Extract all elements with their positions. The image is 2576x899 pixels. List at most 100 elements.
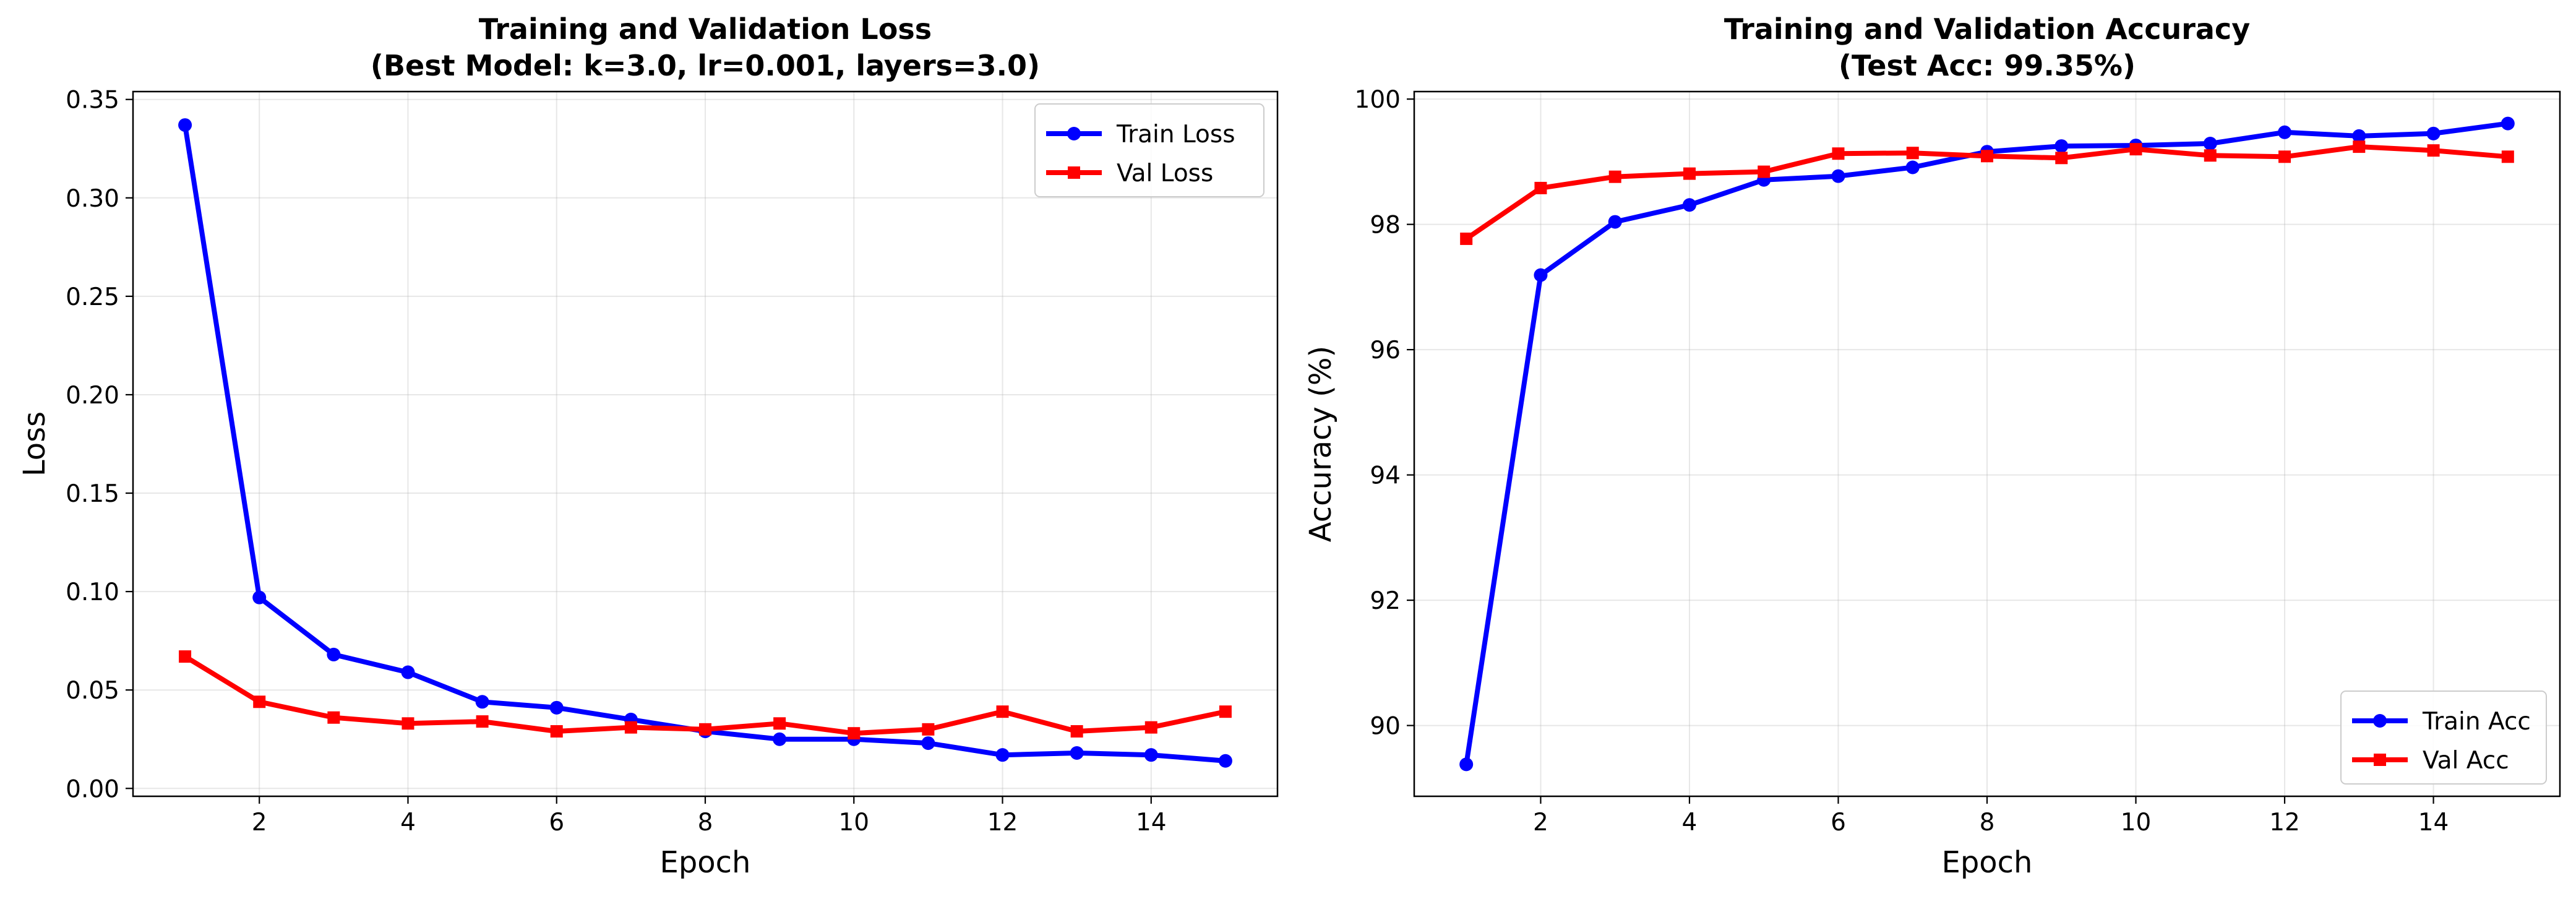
x-tick-label: 2 (252, 809, 267, 837)
data-point (2203, 137, 2217, 151)
chart-panel-2: 2 4 6 8 10 12 14 90 92 94 96 98 100 Training and Vali… (1303, 12, 2561, 880)
y-tick-label: 0.05 (66, 677, 119, 705)
x-tick-label: 10 (838, 809, 869, 837)
y-tick-label: 0.35 (66, 87, 119, 114)
data-point (2055, 152, 2068, 165)
data-point (2353, 140, 2366, 153)
data-point (921, 736, 935, 751)
data-point (401, 717, 414, 730)
data-point (253, 695, 266, 708)
data-point (1683, 167, 1696, 180)
y-tick-label: 0.15 (66, 480, 119, 508)
data-point (476, 715, 489, 728)
x-tick-label: 14 (2418, 809, 2449, 837)
legend: Train Acc Val Acc (2340, 690, 2547, 785)
x-tick-label: 10 (2121, 809, 2152, 837)
data-point (1144, 748, 1158, 762)
data-point (1831, 169, 1845, 183)
chart-panel-1: 2 4 6 8 10 12 14 0.00 0.05 0.10 0.15 0.20 0.25 0.30 0.… (17, 12, 1279, 880)
y-tick-label: 0.20 (66, 382, 119, 410)
y-axis-label: Accuracy (%) (1303, 346, 1338, 542)
data-point (1758, 165, 1771, 178)
y-tick-label: 92 (1370, 587, 1401, 615)
y-tick-label: 0.10 (66, 579, 119, 606)
data-point (1534, 181, 1547, 194)
data-point (699, 723, 711, 736)
data-point (1608, 170, 1621, 183)
data-point (475, 695, 489, 709)
chart-title: Training and Validation Loss (479, 12, 932, 46)
data-point (1981, 150, 1993, 163)
data-point (550, 725, 563, 738)
data-point (773, 717, 786, 730)
data-point (995, 748, 1010, 762)
data-point (1682, 198, 1696, 212)
y-tick-label: 90 (1370, 713, 1401, 741)
y-axis-label: Loss (17, 411, 52, 476)
x-tick-label: 4 (1682, 809, 1698, 837)
data-point (2129, 143, 2142, 156)
x-tick-label: 4 (400, 809, 416, 837)
data-point (2352, 129, 2366, 143)
data-point (401, 665, 415, 679)
data-point (2426, 126, 2441, 140)
data-point (1906, 147, 1919, 160)
data-point (1608, 215, 1622, 229)
legend-label: Train Acc (2422, 708, 2531, 736)
data-point (2501, 116, 2515, 131)
y-tick-label: 0.30 (66, 185, 119, 213)
x-tick-label: 12 (2269, 809, 2300, 837)
data-point (1534, 268, 1548, 282)
x-tick-label: 14 (1136, 809, 1167, 837)
legend-swatch-marker (2374, 754, 2386, 766)
chart-subtitle: (Test Acc: 99.35%) (1839, 49, 2136, 82)
data-point (1459, 757, 1474, 772)
data-point (1905, 160, 1920, 174)
legend-label: Val Loss (1117, 160, 1213, 187)
y-tick-label: 0.25 (66, 283, 119, 311)
x-tick-label: 12 (987, 809, 1018, 837)
data-point (2427, 144, 2440, 157)
legend: Train Loss Val Loss (1034, 103, 1264, 197)
axes-frame (1413, 90, 2561, 798)
data-point (624, 721, 637, 734)
y-tick-label: 0.00 (66, 775, 119, 803)
data-point (179, 650, 192, 663)
y-tick-label: 98 (1370, 212, 1401, 239)
x-tick-label: 8 (1980, 809, 1995, 837)
y-tick-label: 100 (1355, 86, 1401, 114)
legend-label: Train Loss (1116, 121, 1235, 148)
legend-swatch-marker (1067, 127, 1081, 140)
axes-frame (132, 90, 1279, 798)
chart-subtitle: (Best Model: k=3.0, lr=0.001, layers=3.0… (371, 49, 1040, 82)
data-point (2204, 149, 2217, 162)
data-point (327, 711, 340, 724)
data-point (922, 723, 935, 736)
data-point (1460, 232, 1473, 245)
data-point (2278, 150, 2291, 163)
x-tick-label: 2 (1533, 809, 1548, 837)
legend-label: Val Acc (2423, 747, 2509, 775)
data-point (773, 732, 787, 746)
x-tick-label: 8 (698, 809, 713, 837)
legend-swatch-marker (2373, 714, 2387, 728)
data-point (1218, 754, 1232, 768)
data-point (2501, 150, 2514, 163)
data-point (252, 590, 267, 604)
data-point (996, 705, 1009, 718)
chart-title: Training and Validation Accuracy (1724, 12, 2250, 46)
x-tick-label: 6 (549, 809, 564, 837)
data-point (1219, 705, 1232, 718)
x-tick-label: 6 (1831, 809, 1846, 837)
data-point (1070, 746, 1084, 760)
data-point (327, 647, 341, 661)
data-point (1144, 721, 1157, 734)
data-point (2278, 125, 2292, 139)
x-axis-label: Epoch (1942, 845, 2033, 880)
y-tick-label: 94 (1370, 462, 1401, 490)
data-point (1832, 147, 1845, 160)
data-point (178, 118, 192, 132)
data-point (848, 727, 861, 740)
legend-swatch-marker (1068, 166, 1080, 179)
